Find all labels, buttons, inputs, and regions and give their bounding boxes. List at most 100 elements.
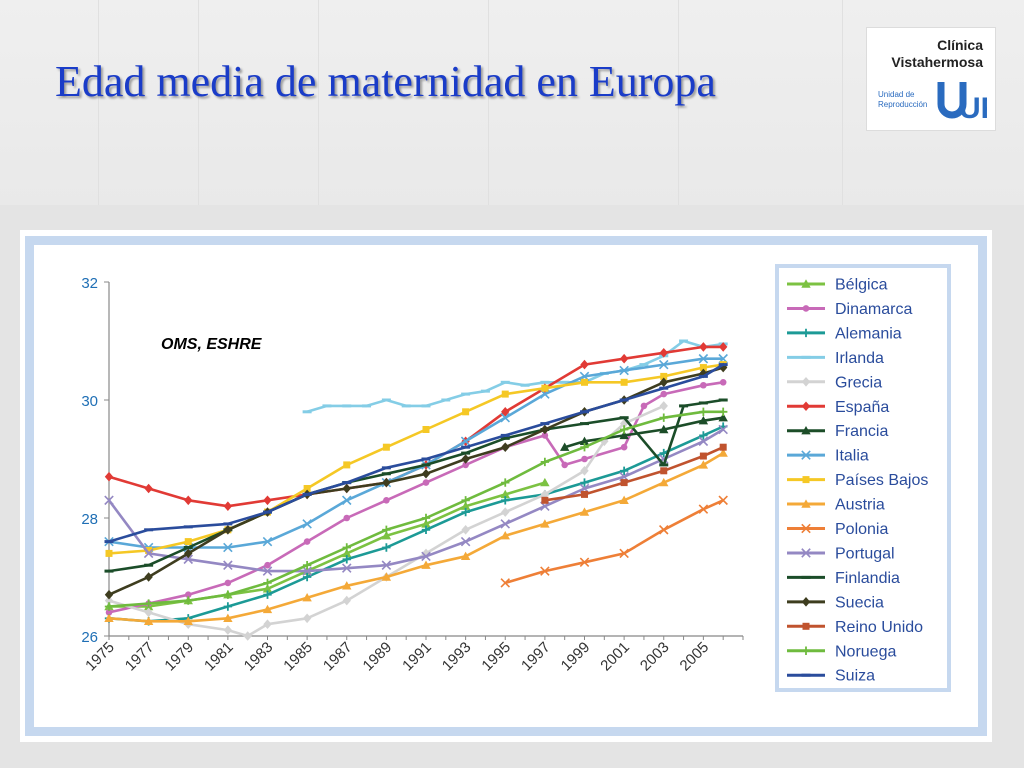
ur-logo-mark: UR [937, 82, 987, 124]
data-point [698, 460, 709, 469]
data-point [263, 619, 272, 629]
series-9 [104, 448, 728, 625]
data-point [541, 384, 549, 392]
data-point [660, 390, 668, 398]
data-point [262, 536, 273, 547]
data-point [143, 548, 154, 559]
data-point [501, 507, 510, 517]
data-point [104, 589, 114, 600]
legend-label: Irlanda [835, 350, 884, 367]
data-point [223, 542, 233, 553]
data-point [718, 342, 728, 352]
data-point [500, 412, 511, 423]
legend-label: Suiza [835, 668, 875, 685]
data-point [659, 424, 669, 434]
data-point [561, 461, 568, 469]
legend-label: Noruega [835, 643, 896, 660]
data-point [700, 381, 707, 389]
data-point [500, 380, 510, 384]
legend-label: Francia [835, 423, 888, 440]
data-point [540, 422, 550, 426]
data-point [620, 378, 628, 386]
data-point [223, 613, 233, 622]
legend-item: Portugal [787, 545, 895, 562]
series-line [108, 357, 724, 549]
data-point [698, 415, 709, 425]
data-point [263, 590, 272, 599]
data-point [699, 364, 707, 372]
data-point [560, 380, 570, 384]
data-point [460, 436, 471, 447]
data-point [501, 478, 510, 487]
legend-label: España [835, 399, 889, 416]
x-tick-label: 1997 [518, 639, 554, 675]
data-point [461, 525, 470, 535]
legend-marker [801, 646, 811, 655]
data-point [362, 404, 372, 408]
data-point [461, 454, 470, 464]
data-point [144, 563, 154, 567]
x-tick-label: 1989 [360, 639, 396, 675]
data-point [104, 471, 114, 482]
data-point [580, 443, 589, 452]
header-band [0, 0, 1024, 205]
legend-item: Irlanda [787, 350, 884, 367]
x-tick-label: 1993 [439, 639, 475, 675]
legend-label: Italia [835, 448, 869, 465]
series-6 [559, 413, 728, 451]
legend-marker [802, 305, 810, 312]
legend-label: Dinamarca [835, 301, 912, 318]
data-point [343, 514, 351, 522]
y-tick-label: 32 [81, 275, 98, 292]
data-point [500, 436, 510, 440]
data-point [303, 538, 311, 545]
data-point [480, 389, 490, 393]
x-tick-label: 1991 [399, 639, 435, 675]
data-point [619, 548, 629, 559]
data-point [540, 566, 550, 576]
legend-marker [801, 575, 811, 579]
data-point [144, 483, 153, 494]
x-tick-label: 1999 [558, 639, 594, 675]
data-point [719, 379, 727, 386]
logo-mark-text: UR [959, 92, 987, 124]
data-point [619, 495, 629, 504]
data-point [541, 432, 549, 439]
data-point [143, 616, 154, 625]
data-point [580, 466, 589, 476]
data-point [579, 436, 590, 445]
data-point [263, 578, 272, 588]
data-point [382, 443, 390, 451]
data-point [223, 560, 233, 570]
data-point [322, 404, 332, 408]
data-point [658, 525, 669, 535]
data-point [501, 442, 510, 452]
legend-marker [801, 597, 811, 607]
data-point [342, 555, 351, 564]
data-point [342, 481, 352, 485]
legend-item: Noruega [787, 643, 896, 660]
series-line [564, 416, 724, 449]
data-point [540, 457, 550, 467]
data-point [619, 353, 629, 364]
data-point [183, 616, 193, 625]
data-point [698, 353, 709, 364]
data-point [302, 613, 312, 624]
data-point [659, 401, 668, 411]
data-point [341, 563, 352, 573]
series-2 [104, 422, 728, 626]
x-tick-label: 1985 [280, 639, 316, 675]
data-point [421, 404, 431, 408]
data-point [104, 540, 114, 544]
data-point [659, 413, 668, 422]
data-point [559, 442, 570, 451]
data-point [581, 378, 588, 386]
x-tick-label: 1983 [241, 639, 277, 675]
data-point [104, 495, 114, 506]
data-point [619, 365, 629, 376]
data-point [461, 496, 470, 505]
data-point [381, 531, 392, 540]
data-point [421, 519, 431, 528]
data-point [104, 569, 114, 573]
